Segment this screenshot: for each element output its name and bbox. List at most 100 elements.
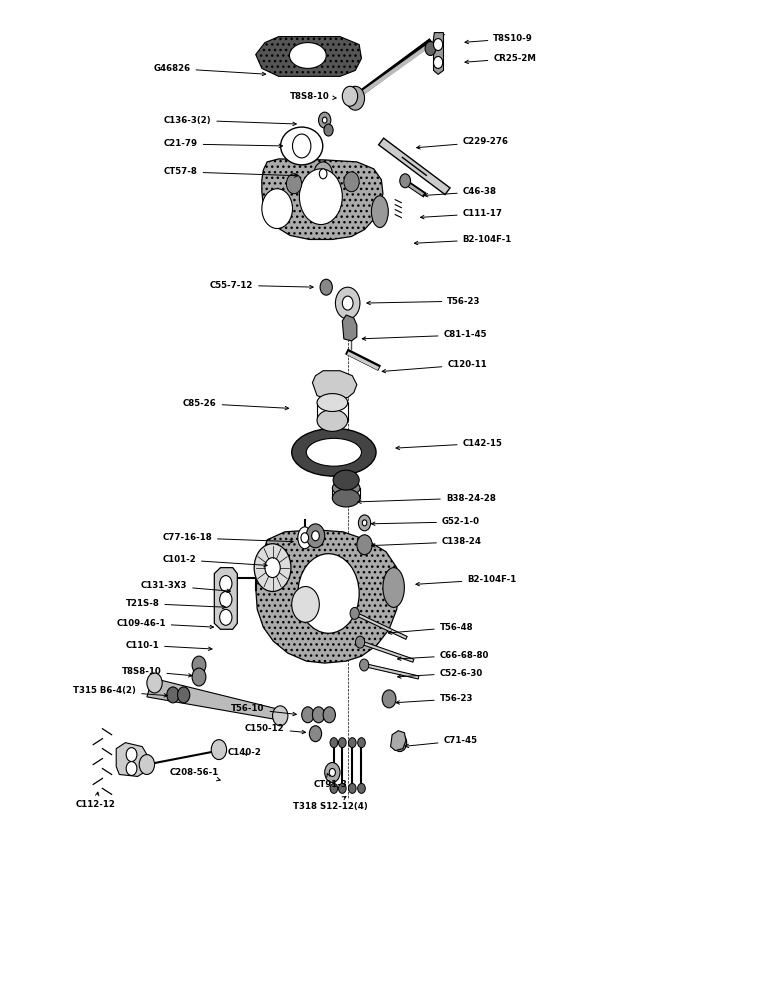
Text: B38-24-28: B38-24-28 [357,494,496,503]
Ellipse shape [333,470,359,490]
Text: C109-46-1: C109-46-1 [117,619,214,629]
Circle shape [357,738,365,748]
Text: C150-12: C150-12 [245,724,306,734]
Ellipse shape [280,127,323,165]
Text: G52-1-0: G52-1-0 [371,517,480,526]
Ellipse shape [333,489,360,507]
Text: C136-3(2): C136-3(2) [164,116,296,126]
Circle shape [330,783,337,793]
Circle shape [292,587,320,622]
Circle shape [338,738,346,748]
Circle shape [330,738,337,748]
Text: C112-12: C112-12 [76,792,116,809]
Circle shape [192,656,206,674]
Circle shape [434,39,442,51]
Circle shape [357,783,365,793]
Text: C142-15: C142-15 [396,439,503,450]
Circle shape [212,740,226,760]
Circle shape [323,707,335,723]
Text: C46-38: C46-38 [425,187,496,197]
Circle shape [139,755,154,774]
Ellipse shape [290,43,327,68]
Circle shape [220,591,232,607]
Circle shape [348,783,356,793]
Ellipse shape [317,410,347,431]
Text: C52-6-30: C52-6-30 [398,669,483,678]
Text: C120-11: C120-11 [382,360,487,373]
Circle shape [293,134,311,158]
Circle shape [273,706,288,726]
Circle shape [147,673,162,693]
Text: C85-26: C85-26 [183,399,289,410]
Text: T8S8-10: T8S8-10 [121,667,192,677]
Text: C21-79: C21-79 [164,139,283,148]
Circle shape [220,609,232,625]
Circle shape [178,687,190,703]
Text: C81-1-45: C81-1-45 [362,330,487,340]
Circle shape [262,189,293,229]
Circle shape [312,531,320,541]
Polygon shape [215,568,237,629]
Circle shape [286,174,302,194]
Text: CT91-3: CT91-3 [314,774,348,789]
Circle shape [324,124,333,136]
Circle shape [342,86,357,106]
Circle shape [434,56,442,68]
Circle shape [348,738,356,748]
Text: C71-45: C71-45 [405,736,478,748]
Circle shape [338,783,346,793]
Circle shape [393,734,407,752]
Polygon shape [391,731,406,751]
Text: C229-276: C229-276 [417,137,509,149]
Circle shape [126,748,137,762]
Circle shape [192,668,206,686]
Text: T315 B6-4(2): T315 B6-4(2) [73,686,168,697]
Circle shape [323,117,327,123]
Ellipse shape [292,428,376,476]
Ellipse shape [371,196,388,228]
Polygon shape [256,37,361,76]
Text: C66-68-80: C66-68-80 [398,651,489,660]
Circle shape [298,554,359,633]
Text: T8S8-10: T8S8-10 [290,92,336,101]
Circle shape [220,576,232,591]
Circle shape [320,279,333,295]
Circle shape [301,533,309,543]
Text: B2-104F-1: B2-104F-1 [415,235,512,245]
Text: CT57-8: CT57-8 [164,167,298,177]
Circle shape [265,558,280,578]
Polygon shape [432,33,443,74]
Text: C140-2: C140-2 [228,748,262,757]
Ellipse shape [298,527,312,549]
Text: C111-17: C111-17 [421,209,503,219]
Text: C131-3X3: C131-3X3 [141,581,230,593]
Polygon shape [262,159,383,239]
Text: B2-104F-1: B2-104F-1 [416,575,516,586]
Text: C208-56-1: C208-56-1 [170,768,220,781]
Text: T56-23: T56-23 [396,694,473,704]
Text: C55-7-12: C55-7-12 [210,281,313,290]
Polygon shape [342,315,357,341]
Text: C101-2: C101-2 [162,555,267,567]
Circle shape [300,169,342,225]
Ellipse shape [306,438,361,466]
Circle shape [302,707,314,723]
Circle shape [254,544,291,591]
Circle shape [167,687,179,703]
Circle shape [325,763,340,782]
Text: T56-23: T56-23 [367,297,481,306]
Circle shape [310,726,322,742]
Ellipse shape [383,568,405,607]
Circle shape [425,42,436,55]
Ellipse shape [317,394,347,411]
Circle shape [335,287,360,319]
Circle shape [344,172,359,192]
Circle shape [362,520,367,526]
Polygon shape [313,371,357,399]
Circle shape [355,636,364,648]
Polygon shape [147,679,285,721]
Circle shape [319,112,331,128]
Text: T56-48: T56-48 [388,623,473,634]
Text: C77-16-18: C77-16-18 [162,533,293,543]
Circle shape [350,607,359,619]
